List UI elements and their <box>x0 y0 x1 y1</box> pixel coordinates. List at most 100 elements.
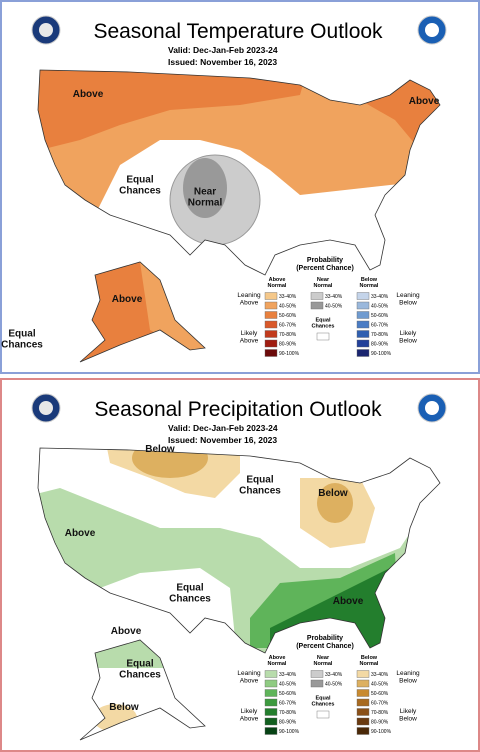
map-label: Above <box>65 528 96 539</box>
likely-above <box>38 70 310 150</box>
legend-title: Probability <box>307 257 343 264</box>
legend-column: Above Normal <box>268 277 287 289</box>
map-label: Above <box>333 596 364 607</box>
legend-swatch <box>264 339 278 348</box>
legend-range: 50-60% <box>279 691 297 697</box>
legend-range: 70-80% <box>371 332 389 338</box>
legend-swatch <box>264 698 278 707</box>
legend-range: 80-90% <box>279 720 297 726</box>
legend-swatch <box>310 679 324 688</box>
legend-swatch <box>264 708 278 716</box>
legend-column: Near Normal <box>314 655 333 667</box>
map-label: Equal Chances <box>1 329 43 351</box>
legend-side: Leaning Below <box>396 670 420 684</box>
legend-side: Likely Below <box>399 708 417 722</box>
us-outline <box>37 69 441 276</box>
us-outline <box>37 447 441 654</box>
legend-swatch <box>310 301 324 310</box>
legend-side: Likely Above <box>240 330 259 344</box>
legend-range: 33-40% <box>279 294 297 300</box>
panel: Seasonal Temperature Outlook Valid: Dec-J… <box>0 0 480 374</box>
legend-range: 60-70% <box>371 701 389 707</box>
valid: Valid: Dec-Jan-Feb 2023-24 <box>168 423 278 433</box>
legend-range: 80-90% <box>279 342 297 348</box>
legend: Probability(Percent Chance) Above Normal Ne… <box>237 257 420 357</box>
issued: Issued: November 16, 2023 <box>168 435 277 445</box>
legend-swatch <box>264 670 278 678</box>
legend-range: 33-40% <box>371 294 389 300</box>
legend-range: 40-50% <box>279 682 297 688</box>
legend-swatch <box>356 698 370 707</box>
legend-range: 40-50% <box>325 304 343 310</box>
legend-equal: Equal Chances <box>312 317 335 329</box>
logo-inner <box>425 401 439 415</box>
valid: Valid: Dec-Jan-Feb 2023-24 <box>168 45 278 55</box>
legend-subtitle: (Percent Chance) <box>296 643 354 650</box>
legend-range: 80-90% <box>371 720 389 726</box>
legend-swatch-equal <box>316 332 330 341</box>
logo-inner <box>425 23 439 37</box>
legend-range: 80-90% <box>371 342 389 348</box>
legend-range: 33-40% <box>371 672 389 678</box>
likely-below-n <box>132 448 208 478</box>
legend-swatch <box>356 679 370 688</box>
legend-range: 50-60% <box>371 313 389 319</box>
legend-swatch <box>264 292 278 300</box>
legend-column: Below Normal <box>360 655 379 667</box>
map-label: Equal Chances <box>119 659 161 681</box>
legend-range: 50-60% <box>371 691 389 697</box>
panel: Seasonal Precipitation Outlook Valid: Dec… <box>0 378 480 752</box>
map-label: Below <box>109 702 139 713</box>
legend-swatch <box>310 670 324 678</box>
legend-swatch <box>310 292 324 300</box>
legend-range: 40-50% <box>371 304 389 310</box>
legend-range: 40-50% <box>325 682 343 688</box>
legend-side: Likely Below <box>399 330 417 344</box>
legend-equal: Equal Chances <box>312 695 335 707</box>
legend-range: 50-60% <box>279 313 297 319</box>
legend-swatch <box>356 670 370 678</box>
legend-range: 60-70% <box>279 323 297 329</box>
map-label: Above <box>112 294 143 305</box>
legend-swatch <box>264 689 278 697</box>
near-core <box>183 158 227 218</box>
legend-range: 33-40% <box>325 672 343 678</box>
legend-side: Leaning Above <box>237 670 261 684</box>
legend-range: 33-40% <box>325 294 343 300</box>
legend-swatch <box>356 717 370 726</box>
legend-range: 90-100% <box>371 351 392 357</box>
title: Seasonal Temperature Outlook <box>93 20 383 43</box>
legend-range: 60-70% <box>371 323 389 329</box>
legend-swatch <box>264 330 278 338</box>
legend-range: 70-80% <box>279 332 297 338</box>
legend-range: 40-50% <box>279 304 297 310</box>
legend-swatch <box>356 292 370 300</box>
legend-swatch <box>264 320 278 329</box>
legend-column: Near Normal <box>314 277 333 289</box>
legend-swatch <box>356 301 370 310</box>
legend-title: Probability <box>307 635 343 642</box>
map-label: Equal Chances <box>169 583 211 605</box>
legend-swatch <box>264 717 278 726</box>
legend-swatch <box>264 679 278 688</box>
ak-outline <box>79 261 206 363</box>
title: Seasonal Precipitation Outlook <box>94 398 382 421</box>
map-label: Below <box>318 488 348 499</box>
legend-side: Leaning Below <box>396 292 420 306</box>
legend-swatch <box>264 349 278 357</box>
legend-swatch <box>356 689 370 697</box>
legend: Probability(Percent Chance) Above Normal Ne… <box>237 635 420 735</box>
legend-swatch-equal <box>316 710 330 719</box>
issued: Issued: November 16, 2023 <box>168 57 277 67</box>
legend-swatch <box>264 301 278 310</box>
likely-below-gl <box>317 483 353 523</box>
map-label: Equal Chances <box>239 475 281 497</box>
legend-swatch <box>356 330 370 338</box>
map-label: Below <box>145 444 175 455</box>
map-label: Above <box>73 89 104 100</box>
legend-swatch <box>356 349 370 357</box>
map-label: Near Normal <box>188 187 223 209</box>
legend-swatch <box>264 727 278 735</box>
